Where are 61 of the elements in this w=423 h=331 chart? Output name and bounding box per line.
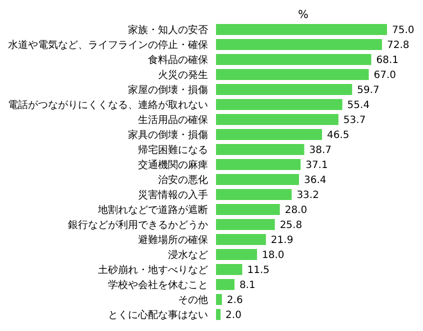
y-tick-label: 帰宅困難になる (138, 144, 208, 156)
data-label: 53.7 (343, 115, 366, 126)
data-label: 18.0 (262, 250, 284, 262)
bar (216, 84, 352, 95)
bar (216, 99, 342, 110)
data-label: 2.0 (226, 310, 242, 322)
chart-title: % (298, 8, 310, 22)
y-tick-label: 学校や会社を休むこと (108, 279, 208, 292)
data-label: 25.8 (280, 220, 302, 232)
y-tick-label: 浸水など (168, 249, 208, 262)
y-tick-label: 食料品の確保 (148, 54, 208, 66)
y-tick-label: 生活用品の確保 (138, 114, 208, 126)
y-tick-label: 銀行などが利用できるかどうか (68, 219, 208, 232)
y-tick-label: 家具の倒壊・損傷 (128, 129, 208, 142)
data-label: 75.0 (392, 25, 414, 36)
y-tick-label: 災害情報の入手 (138, 189, 208, 202)
bar (216, 279, 234, 290)
y-tick-label: 治安の悪化 (158, 174, 208, 186)
data-label: 46.5 (327, 130, 350, 142)
bar (216, 249, 258, 260)
bar (216, 189, 292, 200)
bar (216, 144, 304, 155)
bar (216, 264, 242, 275)
y-tick-label: 地割れなどで道路が遮断 (97, 204, 208, 216)
data-label: 2.6 (226, 295, 243, 306)
y-tick-label: 土砂崩れ・地すべりなど (98, 264, 208, 276)
data-label: 38.7 (309, 145, 332, 156)
bar (216, 309, 221, 320)
data-label: 33.2 (296, 190, 319, 202)
bar (216, 114, 338, 125)
data-label: 68.1 (376, 55, 399, 66)
data-label: 55.4 (347, 100, 370, 112)
y-tick-label: 電話がつながりにくくなる、連絡が取れない (8, 99, 208, 112)
y-tick-label: 家屋の倒壊・損傷 (128, 84, 208, 96)
data-label: 11.5 (247, 265, 270, 276)
bar (216, 24, 387, 35)
y-tick-label: その他 (178, 294, 208, 306)
bar (216, 39, 382, 50)
y-tick-label: 交通機関の麻痺 (138, 159, 208, 172)
data-label: 8.1 (239, 280, 256, 292)
bar (216, 69, 369, 80)
y-tick-label: 水道や電気など、ライフラインの停止・確保 (8, 39, 208, 52)
y-tick-label: 家族・知人の安否 (128, 24, 208, 36)
data-label: 37.1 (306, 160, 328, 172)
data-label: 72.8 (386, 40, 410, 52)
data-label: 21.9 (270, 235, 294, 246)
bar (216, 234, 266, 245)
bar (216, 219, 275, 230)
data-label: 67.0 (374, 70, 396, 82)
bar (216, 204, 280, 215)
bar (216, 54, 372, 65)
bar (216, 174, 299, 185)
bar (216, 294, 222, 305)
data-label: 59.7 (357, 85, 380, 96)
bar (216, 159, 301, 170)
bar (216, 129, 322, 140)
data-label: 36.4 (304, 175, 326, 186)
data-label: 28.0 (284, 205, 308, 216)
y-tick-label: 避難場所の確保 (138, 234, 208, 246)
y-tick-label: とくに心配な事はない (108, 309, 208, 322)
y-tick-label: 火災の発生 (158, 69, 208, 82)
